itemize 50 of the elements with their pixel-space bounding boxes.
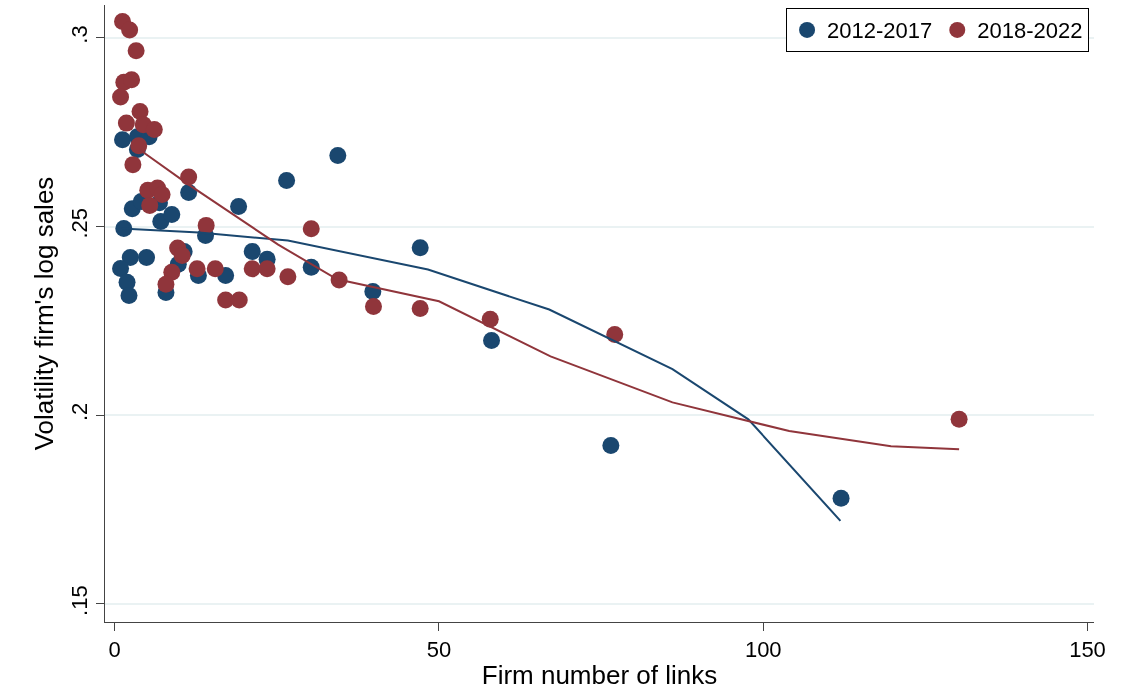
point (302, 220, 320, 238)
point (329, 147, 347, 165)
point (138, 248, 156, 266)
point (121, 21, 139, 39)
point (230, 291, 248, 309)
x-tick-label: 150 (1069, 637, 1106, 663)
point (124, 156, 142, 174)
point (206, 260, 224, 278)
y-tick-label: .15 (67, 585, 93, 616)
point (130, 137, 148, 155)
point (163, 205, 181, 223)
x-tick-label: 100 (744, 637, 782, 663)
point (121, 248, 139, 266)
point (112, 259, 130, 277)
point (278, 171, 296, 189)
point (114, 131, 132, 149)
point (120, 287, 138, 305)
point (243, 260, 261, 278)
y-tick-label: .3 (67, 25, 93, 44)
point (279, 268, 297, 286)
point (411, 299, 429, 317)
point (117, 114, 135, 132)
point (188, 260, 206, 278)
point (365, 298, 382, 316)
legend-label: 2012-2017 (827, 18, 933, 44)
point (411, 239, 429, 257)
x-tick-label: 0 (108, 637, 121, 663)
point (950, 410, 968, 428)
point (243, 242, 261, 260)
point (197, 216, 215, 234)
point (173, 247, 191, 265)
point (153, 185, 171, 203)
point (602, 436, 620, 454)
x-tick-label: 50 (426, 637, 452, 663)
y-axis-title: Volatility firm's log sales (28, 176, 59, 451)
y-tick-label: .25 (67, 207, 93, 239)
point (141, 196, 159, 214)
legend-label: 2018-2022 (977, 18, 1083, 44)
point (112, 88, 130, 106)
point (127, 42, 145, 60)
point (145, 121, 163, 139)
point (230, 198, 248, 216)
y-tick-label: .2 (67, 402, 93, 422)
point (481, 310, 499, 328)
point (157, 275, 175, 293)
point (832, 489, 850, 507)
point (123, 71, 141, 89)
point (258, 260, 276, 278)
point (483, 331, 501, 349)
x-axis-title: Firm number of links (481, 660, 718, 691)
